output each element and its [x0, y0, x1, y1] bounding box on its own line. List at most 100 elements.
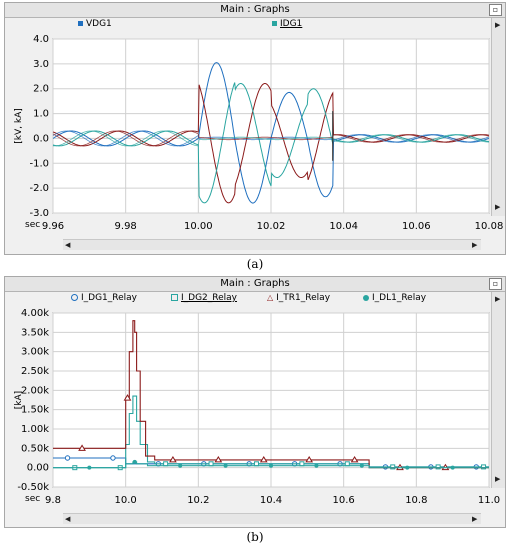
series-line-i-dl1-relay: [53, 461, 489, 469]
y-tick-label: 1.50k: [21, 405, 49, 416]
x-tick-label: 11.0: [478, 495, 500, 506]
y-tick-label: 0.00: [27, 463, 49, 474]
legend-square-marker-icon: [171, 294, 178, 301]
graph-panel-b: Main : Graphs ▫ I_DG1_Relay I_DG2_Relay …: [4, 276, 506, 528]
y-tick-label: 2.00k: [21, 385, 49, 396]
legend-i-tr1-relay-label: I_TR1_Relay: [276, 293, 331, 303]
legend-item-vdg1[interactable]: VDG1: [78, 18, 112, 30]
legend-i-dg2-relay-label: I_DG2_Relay: [181, 293, 238, 303]
caption-a: (a): [246, 257, 264, 271]
y-tick-label: -2.0: [29, 183, 49, 194]
scroll-right-icon[interactable]: ▶: [472, 515, 478, 523]
scroll-down-icon[interactable]: ▶: [495, 475, 501, 483]
x-tick-label: 9.98: [115, 221, 137, 232]
legend-item-idg1[interactable]: IDG1: [272, 18, 302, 30]
scroll-down-icon[interactable]: ▶: [495, 203, 501, 211]
legend-vdg1-label: VDG1: [86, 19, 112, 29]
chart-a-vertical-scrollbar[interactable]: ▶ ▶: [491, 18, 505, 216]
legend-idg1-marker-icon: [272, 21, 277, 26]
scroll-up-icon[interactable]: ▶: [495, 21, 501, 29]
legend-item-i-dg1-relay[interactable]: I_DG1_Relay: [71, 292, 137, 304]
series-marker-square: [435, 464, 441, 470]
y-axis-label: [kA]: [14, 391, 24, 409]
x-tick-label: 10.2: [187, 495, 209, 506]
idg1-series-line-phase-b: [52, 83, 490, 204]
chart-b-vertical-scrollbar[interactable]: ▶ ▶: [491, 292, 505, 488]
series-marker-dot: [269, 463, 273, 468]
x-tick-label: 10.8: [405, 495, 427, 506]
legend-vdg1-marker-icon: [78, 21, 83, 26]
x-tick-label: 10.6: [333, 495, 355, 506]
legend-item-i-dl1-relay[interactable]: I_DL1_Relay: [363, 292, 426, 304]
series-marker-dot: [132, 459, 137, 464]
series-marker-dot: [178, 463, 183, 468]
series-marker-dot: [359, 463, 364, 468]
series-marker-dot: [450, 465, 455, 470]
y-tick-label: 4.0: [33, 34, 49, 45]
series-marker-triangle: [350, 455, 359, 463]
x-tick-label: 10.0: [115, 495, 137, 506]
series-marker-triangle: [123, 394, 132, 401]
scroll-left-icon[interactable]: ◀: [65, 241, 71, 249]
legend-item-i-dg2-relay[interactable]: I_DG2_Relay: [171, 292, 237, 304]
y-tick-label: 2.50k: [21, 366, 49, 377]
y-tick-label: -3.0: [29, 208, 49, 219]
y-tick-label: 1.00k: [21, 424, 49, 435]
idg1-series-line-phase-c: [52, 82, 490, 204]
caption-b: (b): [246, 530, 264, 544]
x-tick-label: 10.00: [184, 221, 213, 232]
series-marker-triangle: [169, 455, 177, 463]
series-marker-dot: [405, 465, 410, 470]
graph-panel-a: Main : Graphs ▫ VDG1 IDG1 9.96 9.98 10.00 1…: [4, 2, 506, 255]
x-axis-label: sec: [25, 494, 40, 504]
y-tick-label: 2.0: [33, 84, 49, 95]
series-marker-triangle: [214, 455, 223, 463]
legend-circle-marker-icon: [71, 294, 78, 301]
series-marker-circle: [110, 455, 116, 461]
scroll-up-icon[interactable]: ▶: [495, 295, 501, 303]
series-marker-square: [390, 464, 396, 470]
scroll-right-icon[interactable]: ▶: [472, 241, 478, 249]
series-marker-dot: [87, 465, 92, 470]
chart-a-plot: 9.96 9.98 10.00 10.02 10.04 10.06 10.08 4.0 3.0 2…: [14, 34, 504, 232]
chart-b-horizontal-scrollbar[interactable]: ◀ ▶: [63, 513, 481, 524]
series-marker-dot: [223, 463, 228, 468]
y-axis-label: [kV, kA]: [14, 108, 24, 143]
y-tick-label: 0.0: [33, 133, 49, 144]
y-tick-label: -1.0: [29, 158, 49, 169]
panel-b-window-icon[interactable]: ▫: [489, 278, 502, 290]
x-tick-label: 10.4: [260, 495, 282, 506]
legend-idg1-label: IDG1: [280, 19, 303, 29]
y-tick-label: 1.0: [33, 109, 49, 120]
series-marker-triangle: [305, 455, 314, 463]
x-tick-label: 10.08: [475, 221, 504, 232]
y-tick-label: 4.00k: [21, 308, 49, 319]
y-tick-label: -0.50k: [17, 482, 49, 493]
series-marker-dot: [314, 463, 319, 468]
x-tick-label: 10.06: [402, 221, 431, 232]
x-axis-label: sec: [25, 220, 40, 230]
x-tick-label: 9.96: [42, 221, 64, 232]
vdg1-series-line-phase-a: [52, 130, 490, 147]
series-marker-square: [481, 464, 487, 470]
panel-a-window-icon[interactable]: ▫: [489, 4, 502, 16]
chart-a-horizontal-scrollbar[interactable]: ◀ ▶: [63, 239, 481, 250]
series-marker-triangle: [78, 444, 86, 451]
y-tick-label: 0.50k: [21, 443, 49, 454]
legend-i-dg1-relay-label: I_DG1_Relay: [81, 293, 138, 303]
x-tick-label: 10.02: [257, 221, 286, 232]
series-marker-triangle: [259, 455, 268, 463]
x-tick-label: 9.8: [45, 495, 61, 506]
chart-b-plot: 9.8 10.0 10.2 10.4 10.6 10.8 11.0 4.00k 3.50k 3.0…: [14, 308, 500, 506]
legend-triangle-marker-icon: △: [267, 293, 274, 302]
panel-b-title: Main : Graphs: [5, 277, 505, 292]
y-tick-label: 3.0: [33, 59, 49, 70]
vdg1-series-line-phase-c: [52, 130, 489, 147]
scroll-left-icon[interactable]: ◀: [65, 515, 71, 523]
y-tick-label: 3.00k: [21, 347, 49, 358]
legend-item-i-tr1-relay[interactable]: △ I_TR1_Relay: [267, 292, 330, 304]
legend-dot-marker-icon: [363, 294, 369, 301]
vdg1-series-line-phase-b: [52, 130, 490, 147]
panel-a-title: Main : Graphs: [5, 3, 505, 18]
series-marker-circle: [64, 455, 71, 461]
